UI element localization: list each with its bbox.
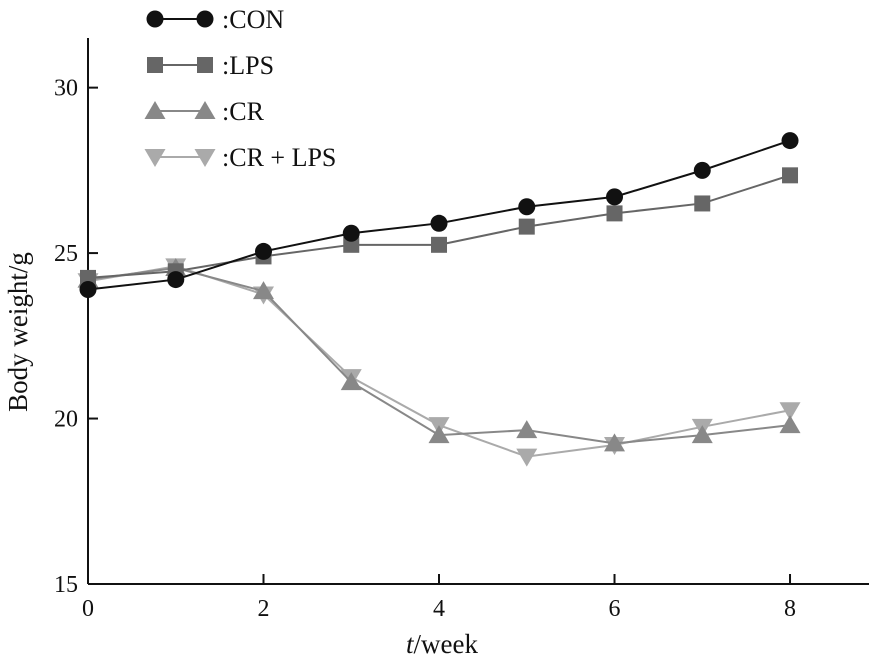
data-point — [782, 167, 799, 184]
y-tick-label: 25 — [54, 241, 78, 267]
x-tick-label: 4 — [433, 596, 445, 622]
legend-marker — [144, 149, 166, 167]
data-point — [781, 132, 799, 150]
axes — [87, 38, 869, 585]
legend-marker — [144, 101, 166, 119]
legend-marker — [196, 10, 214, 28]
data-point — [80, 269, 96, 286]
data-point — [694, 195, 711, 212]
legend-label: :CR + LPS — [222, 143, 336, 172]
legend-marker — [147, 57, 163, 73]
legend-marker — [194, 149, 216, 167]
y-tick-label: 15 — [54, 572, 78, 598]
data-point — [255, 242, 273, 260]
x-axis-label: t/week — [406, 629, 478, 659]
y-tick-label: 20 — [54, 407, 78, 433]
legend-marker — [194, 101, 216, 119]
data-point — [779, 415, 801, 434]
legend-marker — [197, 57, 213, 73]
y-axis-label: Body weight/g — [3, 252, 33, 412]
legend-label: :LPS — [222, 51, 274, 80]
data-point — [606, 188, 624, 206]
legend-label: :CON — [222, 5, 284, 34]
x-tick-label: 0 — [82, 596, 94, 622]
data-point — [693, 161, 711, 179]
legend-marker — [146, 10, 164, 28]
data-point — [779, 402, 801, 421]
x-tick-label: 8 — [784, 596, 796, 622]
x-axis-label-unit: /week — [414, 629, 479, 659]
data-point — [428, 425, 450, 444]
series-group — [77, 132, 801, 467]
data-point — [167, 271, 185, 289]
data-point — [606, 205, 623, 222]
data-point — [79, 280, 97, 298]
data-point — [518, 198, 536, 216]
data-point — [516, 448, 538, 467]
data-point — [691, 425, 713, 444]
x-axis-label-variable: t — [406, 629, 415, 659]
x-ticks: 0 2 4 6 8 — [82, 574, 796, 622]
data-point — [604, 433, 626, 452]
data-point — [518, 218, 535, 235]
x-tick-label: 2 — [258, 596, 270, 622]
data-point — [343, 236, 360, 253]
x-tick-label: 6 — [609, 596, 621, 622]
data-point — [342, 224, 360, 242]
data-point — [431, 236, 448, 253]
data-point — [253, 281, 275, 300]
legend-label: :CR — [222, 97, 265, 126]
legend: :CON :LPS :CR :CR + LPS — [144, 5, 336, 172]
data-point — [430, 214, 448, 232]
data-point — [340, 372, 362, 391]
data-point — [516, 420, 538, 439]
y-tick-label: 30 — [54, 76, 78, 102]
series-line — [87, 266, 791, 445]
y-ticks: 15 20 25 30 — [54, 76, 98, 598]
